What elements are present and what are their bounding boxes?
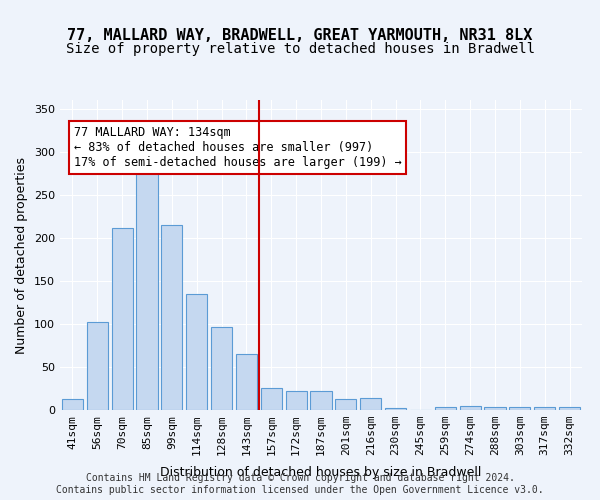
Bar [136, 169, 158, 410]
Bar [335, 399, 356, 410]
Bar [87, 322, 108, 410]
Y-axis label: Number of detached properties: Number of detached properties [16, 156, 28, 354]
Text: 77, MALLARD WAY, BRADWELL, GREAT YARMOUTH, NR31 8LX: 77, MALLARD WAY, BRADWELL, GREAT YARMOUT… [67, 28, 533, 42]
Bar [534, 408, 555, 410]
Bar [360, 398, 381, 410]
Bar [211, 328, 232, 410]
Bar [236, 354, 257, 410]
Bar [286, 391, 307, 410]
Bar [261, 388, 282, 410]
Bar [484, 408, 506, 410]
Bar [559, 408, 580, 410]
Bar [62, 399, 83, 410]
Text: Size of property relative to detached houses in Bradwell: Size of property relative to detached ho… [65, 42, 535, 56]
X-axis label: Distribution of detached houses by size in Bradwell: Distribution of detached houses by size … [160, 466, 482, 479]
Bar [509, 408, 530, 410]
Bar [385, 408, 406, 410]
Bar [310, 391, 332, 410]
Bar [161, 225, 182, 410]
Text: Contains HM Land Registry data © Crown copyright and database right 2024.
Contai: Contains HM Land Registry data © Crown c… [56, 474, 544, 495]
Text: 77 MALLARD WAY: 134sqm
← 83% of detached houses are smaller (997)
17% of semi-de: 77 MALLARD WAY: 134sqm ← 83% of detached… [74, 126, 401, 169]
Bar [112, 228, 133, 410]
Bar [186, 294, 207, 410]
Bar [435, 408, 456, 410]
Bar [460, 406, 481, 410]
